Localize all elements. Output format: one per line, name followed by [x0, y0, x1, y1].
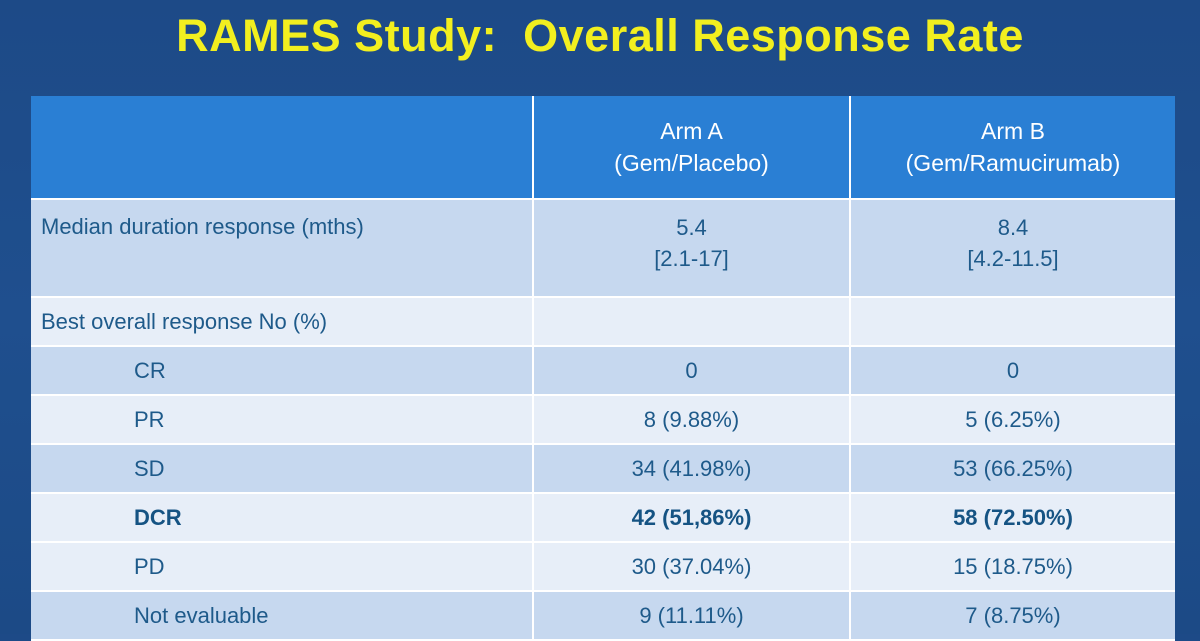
header-empty-cell [31, 96, 534, 200]
row-label: PD [31, 542, 534, 592]
arm-b-subtitle: (Gem/Ramucirumab) [905, 150, 1121, 176]
arm-b-value: 0 [850, 346, 1175, 396]
table-row-pd: PD 30 (37.04%) 15 (18.75%) [31, 542, 1175, 592]
arm-b-range: [4.2-11.5] [967, 246, 1059, 271]
table-row-not-evaluable: Not evaluable 9 (11.11%) 7 (8.75%) [31, 591, 1175, 641]
arm-b-value [850, 297, 1175, 347]
arm-a-subtitle: (Gem/Placebo) [614, 150, 769, 176]
table-row-pr: PR 8 (9.88%) 5 (6.25%) [31, 395, 1175, 445]
response-rate-table-container: Arm A (Gem/Placebo) Arm B (Gem/Ramucirum… [31, 96, 1175, 641]
row-label: SD [31, 444, 534, 494]
arm-a-value: 9 (11.11%) [533, 591, 851, 641]
row-label: DCR [31, 493, 534, 543]
arm-b-value: 8.4 [4.2-11.5] [850, 199, 1175, 298]
arm-a-title: Arm A [660, 118, 723, 144]
row-label: PR [31, 395, 534, 445]
row-label: Not evaluable [31, 591, 534, 641]
arm-a-value: 0 [533, 346, 851, 396]
arm-a-value: 8 (9.88%) [533, 395, 851, 445]
arm-b-title: Arm B [981, 118, 1045, 144]
table-row-median-duration: Median duration response (mths) 5.4 [2.1… [31, 199, 1175, 298]
row-label: Median duration response (mths) [31, 199, 534, 298]
response-rate-table: Arm A (Gem/Placebo) Arm B (Gem/Ramucirum… [31, 96, 1175, 641]
table-row-sd: SD 34 (41.98%) 53 (66.25%) [31, 444, 1175, 494]
arm-b-value: 5 (6.25%) [850, 395, 1175, 445]
arm-b-value: 7 (8.75%) [850, 591, 1175, 641]
row-label: CR [31, 346, 534, 396]
arm-a-value: 34 (41.98%) [533, 444, 851, 494]
arm-b-median: 8.4 [997, 215, 1029, 240]
arm-a-value: 30 (37.04%) [533, 542, 851, 592]
arm-a-value: 42 (51,86%) [533, 493, 851, 543]
arm-a-median: 5.4 [676, 215, 707, 240]
arm-b-value: 53 (66.25%) [850, 444, 1175, 494]
table-header-row: Arm A (Gem/Placebo) Arm B (Gem/Ramucirum… [31, 96, 1175, 200]
arm-a-value [533, 297, 851, 347]
slide-title: RAMES Study: Overall Response Rate [176, 10, 1024, 61]
table-row-best-overall: Best overall response No (%) [31, 297, 1175, 347]
arm-b-value: 58 (72.50%) [850, 493, 1175, 543]
arm-b-value: 15 (18.75%) [850, 542, 1175, 592]
row-label: Best overall response No (%) [31, 297, 534, 347]
arm-a-value: 5.4 [2.1-17] [533, 199, 851, 298]
table-row-dcr: DCR 42 (51,86%) 58 (72.50%) [31, 493, 1175, 543]
header-arm-a: Arm A (Gem/Placebo) [533, 96, 851, 200]
header-arm-b: Arm B (Gem/Ramucirumab) [850, 96, 1175, 200]
table-row-cr: CR 0 0 [31, 346, 1175, 396]
arm-a-range: [2.1-17] [654, 246, 729, 271]
